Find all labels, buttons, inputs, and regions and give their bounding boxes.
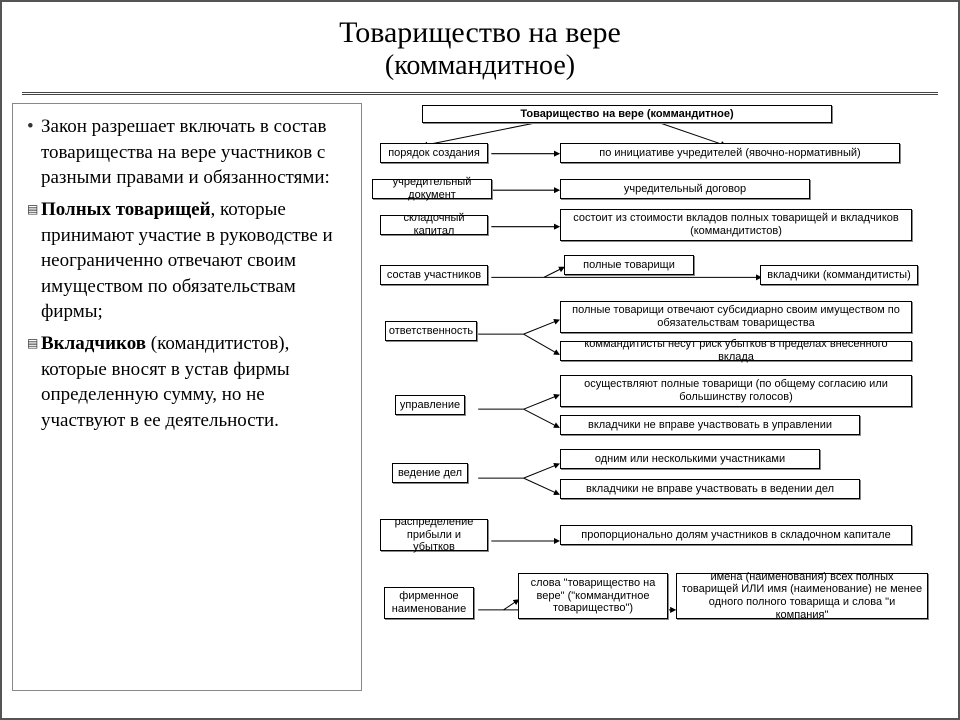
- affairs-v1: одним или несколькими участниками: [560, 449, 820, 469]
- name-v1: слова "товарищество на вере" ("коммандит…: [518, 573, 668, 619]
- left-text-panel: Закон разрешает включать в состав товари…: [12, 103, 362, 691]
- name-v2: имена (наименования) всех полных товарищ…: [676, 573, 928, 619]
- management-label: управление: [395, 395, 465, 415]
- management-v2: вкладчики не вправе участвовать в управл…: [560, 415, 860, 435]
- title-line2: (коммандитное): [42, 50, 918, 82]
- creation-label: порядок создания: [380, 143, 488, 163]
- diagram-panel: Товарищество на вере (коммандитное) поря…: [362, 103, 948, 691]
- title-line1: Товарищество на вере: [42, 16, 918, 50]
- root-box: Товарищество на вере (коммандитное): [422, 105, 832, 123]
- liability-v1: полные товарищи отвечают субсидиарно сво…: [560, 301, 912, 333]
- members-v1: полные товарищи: [564, 255, 694, 275]
- profit-value: пропорционально долям участников в склад…: [560, 525, 912, 545]
- name-label: фирменное наименование: [384, 587, 474, 619]
- creation-value: по инициативе учредителей (явочно-нормат…: [560, 143, 900, 163]
- liability-v2: коммандитисты несут риск убытков в преде…: [560, 341, 912, 361]
- affairs-label: ведение дел: [392, 463, 468, 483]
- item1-bold: Полных товарищей: [41, 199, 211, 220]
- capital-label: складочный капитал: [380, 215, 488, 235]
- doc-value: учредительный договор: [560, 179, 810, 199]
- capital-value: состоит из стоимости вкладов полных това…: [560, 209, 912, 241]
- item2-paren: (командитистов): [151, 333, 285, 354]
- content-area: Закон разрешает включать в состав товари…: [2, 95, 958, 701]
- liability-label: ответственность: [385, 321, 477, 341]
- item1-bullet: Полных товарищей, которые принимают учас…: [27, 197, 347, 325]
- members-v2: вкладчики (коммандитисты): [760, 265, 918, 285]
- profit-label: распределение прибыли и убытков: [380, 519, 488, 551]
- item2-bold: Вкладчиков: [41, 333, 146, 354]
- item2-bullet: Вкладчиков (командитистов), которые внос…: [27, 331, 347, 434]
- doc-label: учредительный документ: [372, 179, 492, 199]
- management-v1: осуществляют полные товарищи (по общему …: [560, 375, 912, 407]
- members-label: состав участников: [380, 265, 488, 285]
- slide-title: Товарищество на вере (коммандитное): [22, 2, 938, 95]
- intro-bullet: Закон разрешает включать в состав товари…: [27, 114, 347, 191]
- intro-text: Закон разрешает включать в состав товари…: [41, 116, 330, 188]
- affairs-v2: вкладчики не вправе участвовать в ведени…: [560, 479, 860, 499]
